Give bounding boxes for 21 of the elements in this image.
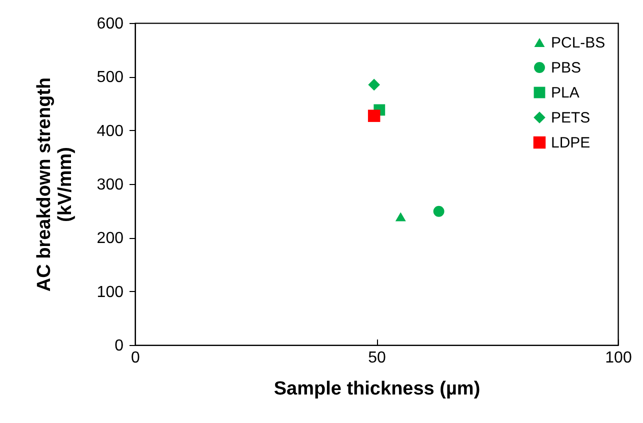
y-tick-label: 0 [114, 338, 124, 354]
point [368, 78, 380, 91]
legend-label: PETS [551, 110, 590, 126]
x-axis-title: Sample thickness (µm) [274, 378, 480, 400]
x-tick-label: 100 [605, 350, 632, 366]
x-tick-label: 0 [131, 350, 140, 366]
y-tick-label: 200 [96, 230, 124, 248]
point [433, 206, 444, 217]
legend-label: PCL-BS [551, 34, 606, 52]
y-axis-title: AC breakdown strength (kV/mm) [34, 77, 76, 292]
y-tick-label: 100 [96, 284, 124, 301]
point [395, 212, 406, 222]
x-tick-label: 50 [368, 350, 386, 366]
y-tick-label: 600 [96, 16, 124, 32]
legend-label: PLA [551, 84, 580, 102]
point [368, 110, 380, 122]
y-tick-label: 500 [96, 69, 124, 86]
legend-label: PBS [551, 60, 582, 76]
y-tick-label: 300 [96, 176, 124, 194]
legend-label: LDPE [551, 134, 590, 152]
y-tick-label: 400 [96, 122, 124, 140]
